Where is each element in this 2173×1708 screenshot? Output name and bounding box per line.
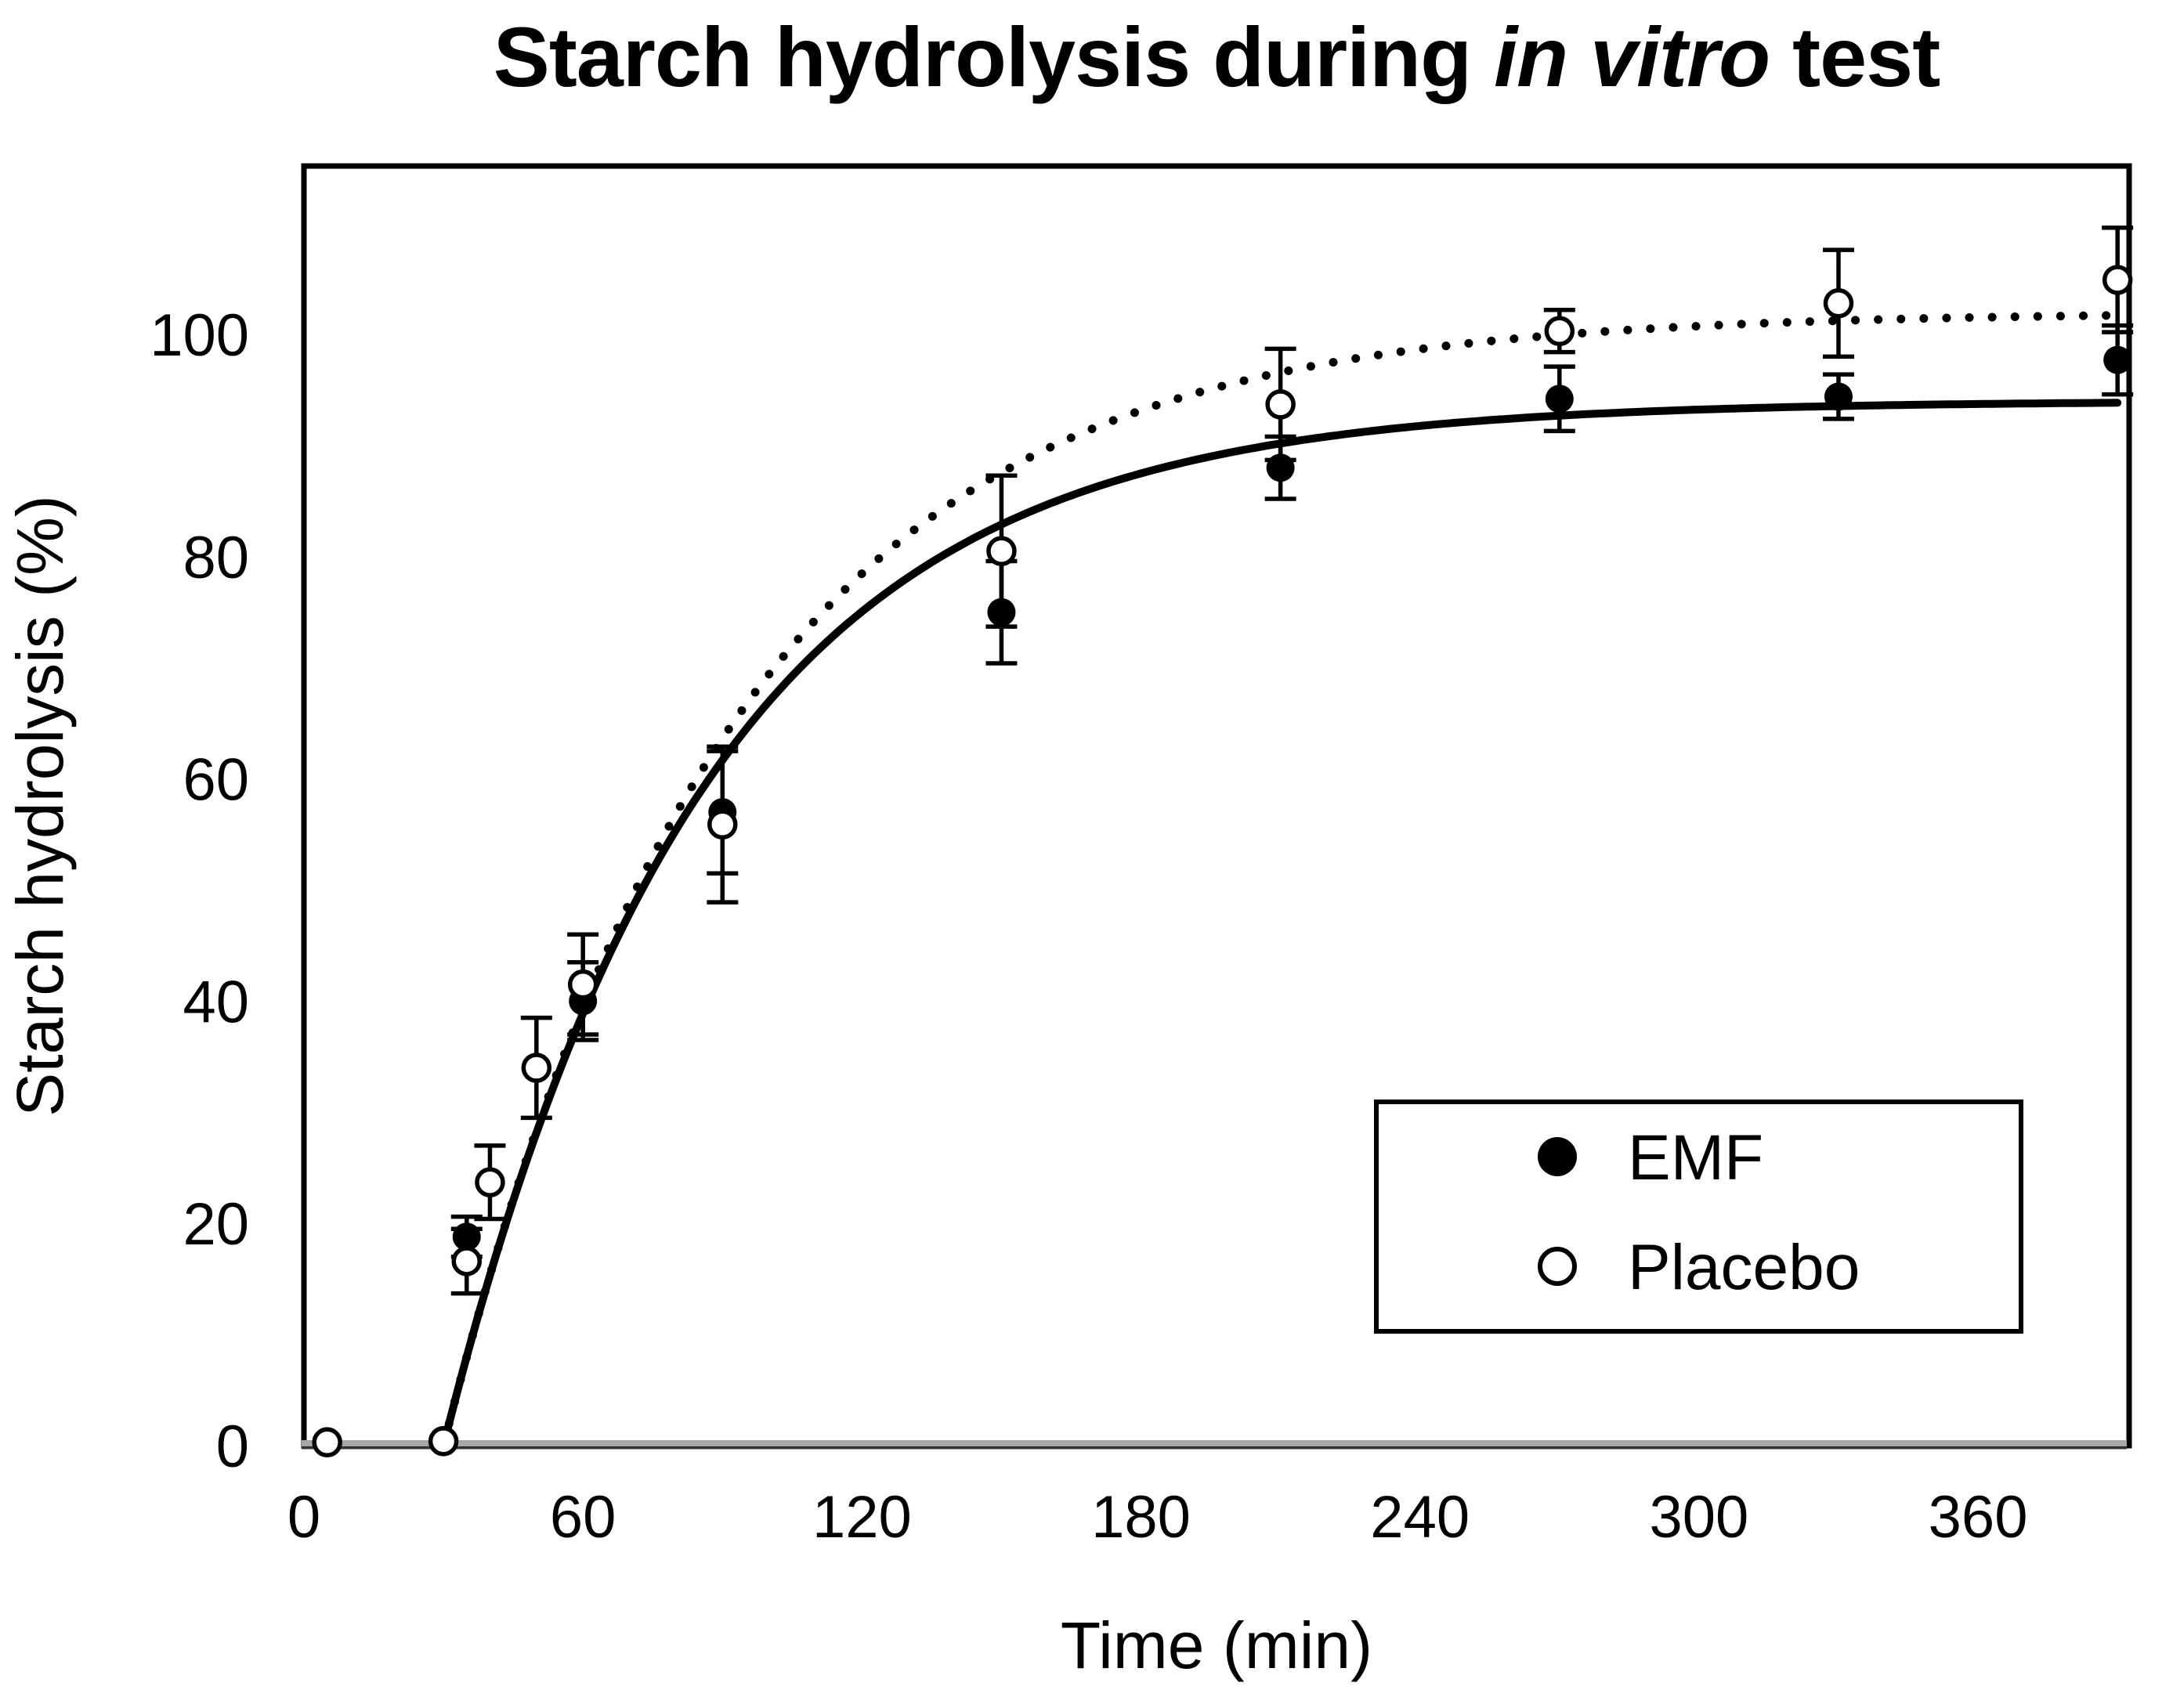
y-tick-label: 40: [183, 969, 249, 1035]
legend-box: [1374, 1100, 2023, 1334]
x-tick-label: 60: [550, 1484, 616, 1551]
placebo-data-point: [567, 969, 598, 1000]
placebo-data-point: [707, 809, 738, 840]
x-tick-label: 300: [1649, 1484, 1748, 1551]
chart-title: Starch hydrolysis during in vitro test: [494, 9, 1940, 104]
y-tick-labels-group: 0 20 40 60 80 100: [150, 302, 249, 1480]
emf-data-point: [2103, 345, 2132, 374]
placebo-data-point: [521, 1053, 552, 1083]
placebo-fit-curve: [439, 311, 2115, 1450]
x-tick-label: 0: [287, 1484, 320, 1551]
placebo-data-point: [451, 1246, 483, 1276]
legend-item-placebo: Placebo: [1538, 1232, 1860, 1303]
y-axis-title: Starch hydrolysis (%): [3, 495, 77, 1117]
placebo-open-circle-icon: [1538, 1247, 1577, 1286]
chart-title-post: test: [1770, 9, 1940, 104]
chart-title-italic: in vitro: [1494, 9, 1770, 104]
legend-item-emf: EMF: [1538, 1122, 1763, 1193]
chart-title-pre: Starch hydrolysis during: [494, 9, 1494, 104]
x-tick-label: 360: [1929, 1484, 2028, 1551]
y-tick-label: 0: [216, 1414, 249, 1480]
placebo-data-point: [986, 536, 1017, 566]
emf-data-point: [1545, 385, 1574, 413]
emf-data-point: [1824, 382, 1853, 411]
y-tick-label: 60: [183, 747, 249, 814]
placebo-data-point: [1544, 316, 1575, 346]
x-tick-label: 180: [1091, 1484, 1191, 1551]
data-markers-group: [312, 265, 2133, 1457]
x-axis-title: Time (min): [1061, 1609, 1372, 1682]
x-tick-label: 240: [1370, 1484, 1470, 1551]
placebo-data-point: [2102, 265, 2133, 295]
legend: EMF Placebo: [1374, 1100, 2023, 1334]
y-tick-label: 20: [183, 1191, 249, 1258]
legend-label-emf: EMF: [1628, 1122, 1763, 1193]
placebo-data-point: [428, 1426, 459, 1457]
y-tick-label: 100: [150, 302, 249, 369]
emf-data-point: [987, 598, 1016, 627]
placebo-data-point: [312, 1427, 342, 1457]
placebo-data-point: [1823, 287, 1854, 319]
x-tick-label: 120: [812, 1484, 912, 1551]
x-tick-labels-group: 0 60 120 180 240 300 360: [287, 1484, 2028, 1551]
y-tick-label: 80: [183, 525, 249, 591]
emf-filled-circle-icon: [1538, 1137, 1577, 1176]
legend-label-placebo: Placebo: [1628, 1232, 1860, 1303]
emf-data-point: [452, 1222, 481, 1251]
placebo-data-point: [1265, 389, 1296, 420]
placebo-data-point: [475, 1167, 505, 1197]
emf-data-point: [1266, 453, 1295, 482]
